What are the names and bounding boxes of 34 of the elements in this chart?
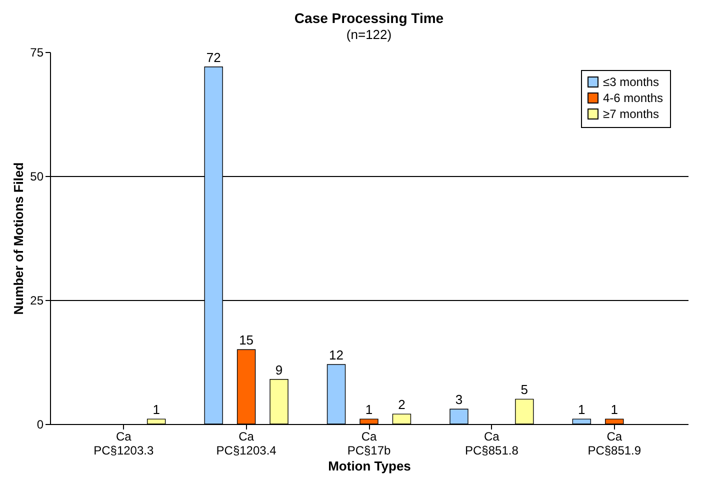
y-tick-label: 50: [30, 170, 44, 184]
y-tick-label: 75: [30, 46, 44, 60]
data-label: 15: [239, 332, 254, 348]
legend-label: 4-6 months: [603, 91, 664, 105]
legend-label: ≤3 months: [603, 75, 659, 89]
x-axis-title: Motion Types: [328, 458, 411, 474]
x-tick-label: Ca PC§1203.3: [94, 430, 154, 458]
bar: [392, 414, 412, 424]
bar: [146, 418, 166, 424]
y-axis-title: Number of Motions Filed: [11, 162, 26, 315]
bar: [326, 364, 346, 424]
data-label: 72: [206, 50, 221, 65]
bar: [450, 408, 468, 424]
chart-subtitle: (n=122): [346, 27, 392, 42]
data-label: 12: [329, 347, 344, 362]
bar: [515, 398, 534, 424]
data-label: 1: [365, 402, 373, 418]
data-label: 1: [152, 402, 160, 418]
legend-label: ≥7 months: [603, 107, 659, 121]
data-label: 1: [610, 402, 618, 418]
x-tick-label: Ca PC§851.8: [465, 430, 519, 458]
data-label: 3: [455, 392, 463, 408]
data-label: 1: [578, 402, 586, 418]
x-tick-label: Ca PC§851.9: [588, 430, 642, 458]
x-tick-label: Ca PC§1203.4: [216, 430, 277, 458]
data-label: 5: [520, 382, 528, 398]
x-tick-label: Ca PC§17b: [347, 430, 392, 458]
y-tick-label: 25: [30, 294, 44, 308]
bar: [270, 379, 288, 424]
data-label: 9: [275, 362, 283, 378]
data-label: 2: [398, 397, 406, 412]
bar: [572, 418, 592, 424]
chart-title: Case Processing Time: [294, 10, 444, 26]
y-tick-label: 0: [36, 418, 44, 432]
